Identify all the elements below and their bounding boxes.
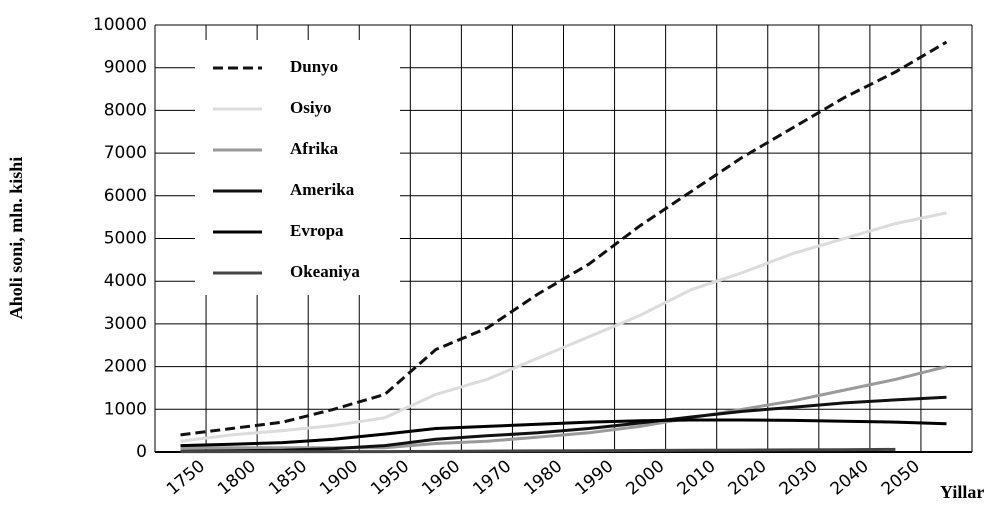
x-tick-label: 1950: [367, 456, 413, 499]
x-tick-label: 2050: [878, 456, 924, 499]
x-tick-label: 1990: [571, 456, 617, 499]
legend-box: [195, 40, 400, 295]
series-line: [180, 395, 947, 453]
legend-label: Evropa: [290, 221, 344, 240]
x-tick-label: 1800: [214, 456, 260, 499]
y-axis-label: Aholi soni, mln. kishi: [6, 157, 26, 320]
series-line: [180, 418, 947, 448]
x-tick-label: 1850: [265, 456, 311, 499]
legend-label: Afrika: [290, 139, 339, 158]
legend-label: Dunyo: [290, 57, 338, 76]
legend-label: Amerika: [290, 180, 355, 199]
legend-label: Osiyo: [290, 98, 332, 117]
y-tick-label: 7000: [104, 143, 147, 163]
y-tick-label: 6000: [104, 186, 147, 206]
series-line: [180, 211, 947, 443]
x-tick-label: 2040: [827, 456, 873, 499]
x-tick-label: 2000: [623, 456, 669, 499]
series-line: [180, 40, 948, 437]
y-tick-label: 10000: [93, 15, 147, 35]
x-tick-label: 1750: [163, 456, 209, 499]
x-tick-label: 1960: [418, 456, 464, 499]
x-tick-label: 2010: [674, 456, 720, 499]
x-tick-label: 1970: [469, 456, 515, 499]
x-axis-label: Yillar: [940, 482, 984, 502]
y-tick-label: 1000: [104, 399, 147, 419]
y-tick-label: 2000: [104, 357, 147, 377]
y-tick-label: 8000: [104, 100, 147, 120]
y-tick-label: 9000: [104, 58, 147, 78]
y-tick-label: 0: [136, 442, 147, 462]
x-tick-label: 1980: [520, 456, 566, 499]
y-tick-label: 4000: [104, 271, 147, 291]
x-tick-label: 2020: [725, 456, 771, 499]
x-tick-label: 2030: [776, 456, 822, 499]
y-tick-label: 5000: [104, 229, 147, 249]
legend-label: Okeaniya: [290, 262, 360, 281]
y-tick-label: 3000: [104, 314, 147, 334]
x-tick-label: 1900: [316, 456, 362, 499]
series-line: [180, 447, 896, 454]
series-line: [180, 365, 947, 450]
